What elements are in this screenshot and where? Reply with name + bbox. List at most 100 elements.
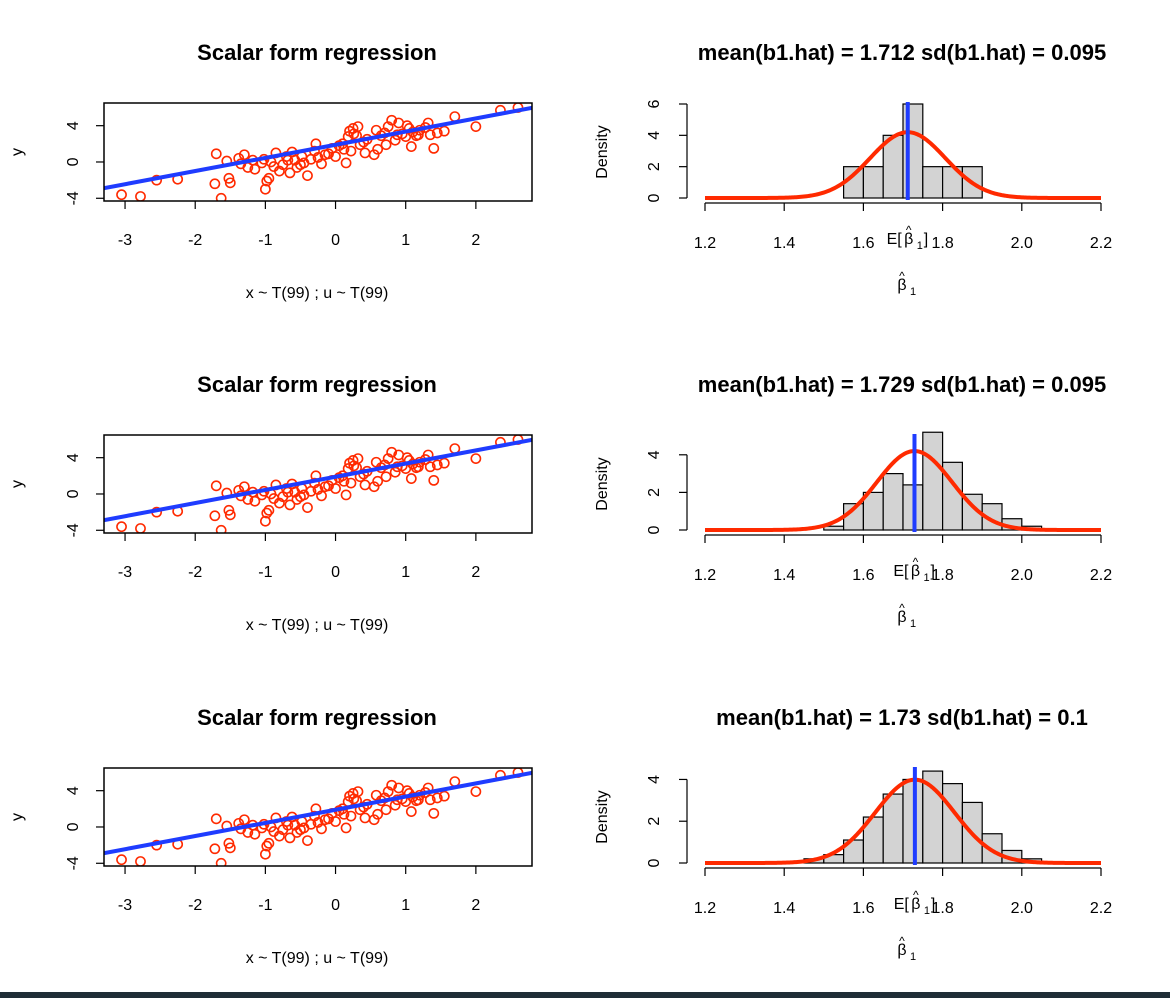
x-tick-label: 0 xyxy=(331,564,340,581)
data-point xyxy=(116,854,127,866)
data-point xyxy=(386,114,398,126)
x-axis: -3 -2 -1 0 1 2 xyxy=(118,533,480,581)
x-tick-label: 1.2 xyxy=(694,235,716,252)
data-point xyxy=(438,790,450,802)
density-curve xyxy=(705,130,1101,200)
x-tick-label: -3 xyxy=(118,897,132,914)
data-point xyxy=(302,170,313,181)
y-tick-label: 0 xyxy=(646,858,663,867)
x-tick-label: -2 xyxy=(188,897,202,914)
hat-symbol: ^ xyxy=(899,601,905,615)
y-tick-label: 4 xyxy=(646,450,663,459)
data-point xyxy=(424,794,436,806)
data-point xyxy=(382,786,394,797)
expectation-close: ] xyxy=(930,563,934,580)
bottom-bar xyxy=(0,992,1170,998)
x-tick-label: -2 xyxy=(188,564,202,581)
data-point xyxy=(209,510,221,522)
scatter-panel-1: Scalar form regression -3 -2 -1 0 1 2 -4 0 4 x ~ T… xyxy=(9,40,533,302)
x-tick-label: 2.2 xyxy=(1090,567,1112,584)
plot-frame xyxy=(103,767,533,867)
expectation-open: E[ xyxy=(887,231,903,248)
x-tick-label: -3 xyxy=(118,232,132,249)
data-point xyxy=(274,830,285,842)
data-point xyxy=(370,124,382,136)
data-point xyxy=(389,134,401,146)
plot-frame xyxy=(103,102,533,202)
data-point xyxy=(249,828,261,840)
beta-symbol: β xyxy=(897,942,906,959)
y-axis-label: Density xyxy=(594,125,611,178)
beta-hat-symbol: β^ 1 xyxy=(904,223,923,252)
subscript-one: 1 xyxy=(910,618,916,630)
x-axis-label: β^ 1 xyxy=(897,601,916,630)
scatter-title: Scalar form regression xyxy=(197,705,437,730)
y-tick-label: 2 xyxy=(646,488,663,497)
y-tick-label: 4 xyxy=(646,131,663,140)
data-point xyxy=(223,837,235,849)
data-point xyxy=(370,789,382,801)
data-point xyxy=(345,810,357,822)
data-point xyxy=(330,151,341,162)
mean-marker-label: E[β^ 1] xyxy=(887,223,929,252)
plot-frame xyxy=(103,434,533,534)
data-point xyxy=(340,489,352,501)
y-tick-label: 0 xyxy=(646,193,663,202)
data-point xyxy=(370,456,382,468)
data-point xyxy=(116,521,127,533)
data-point xyxy=(238,149,250,161)
data-point xyxy=(135,856,146,866)
data-point xyxy=(372,808,384,820)
beta-symbol: β xyxy=(911,896,920,913)
y-tick-label: 0 xyxy=(646,525,663,534)
data-point xyxy=(261,175,273,187)
data-point xyxy=(323,148,334,160)
data-point xyxy=(210,148,222,160)
data-point xyxy=(470,453,482,464)
y-tick-label: 2 xyxy=(646,817,663,826)
data-point xyxy=(210,813,222,825)
regression-line xyxy=(104,437,532,523)
x-tick-label: 1.8 xyxy=(931,900,953,917)
data-point xyxy=(386,446,398,458)
data-point xyxy=(238,481,250,493)
y-tick-label: 4 xyxy=(65,453,82,462)
x-tick-label: -1 xyxy=(258,897,272,914)
data-point xyxy=(316,823,327,835)
y-axis: -4 0 4 xyxy=(65,453,104,537)
data-point xyxy=(249,163,261,175)
data-point xyxy=(312,152,324,163)
data-point xyxy=(261,507,273,519)
histogram-bar xyxy=(922,166,944,199)
data-point xyxy=(274,165,285,177)
x-tick-label: 1.6 xyxy=(852,567,874,584)
y-axis-label: y xyxy=(9,480,26,488)
data-point xyxy=(284,167,296,179)
y-tick-label: 0 xyxy=(65,489,82,498)
subscript-one: 1 xyxy=(910,951,916,963)
scatter-points xyxy=(116,435,524,533)
x-axis-label: x ~ T(99) ; u ~ T(99) xyxy=(246,617,389,634)
y-axis: 0 2 4 xyxy=(646,775,688,867)
expectation-close: ] xyxy=(924,231,928,248)
mean-marker-label: E[β^ 1] xyxy=(893,555,935,584)
data-point xyxy=(359,479,371,491)
data-point xyxy=(470,121,482,132)
data-point xyxy=(316,158,327,170)
x-axis: -3 -2 -1 0 1 2 xyxy=(118,201,480,249)
y-axis-label: y xyxy=(9,813,26,821)
y-tick-label: 4 xyxy=(65,786,82,795)
data-point xyxy=(215,524,227,533)
x-tick-label: 2.0 xyxy=(1011,235,1033,252)
x-axis-label: β^ 1 xyxy=(897,934,916,963)
data-point xyxy=(209,178,221,190)
scatter-points xyxy=(116,103,524,201)
x-tick-label: -3 xyxy=(118,564,132,581)
data-point xyxy=(372,143,384,155)
y-tick-label: 4 xyxy=(65,121,82,130)
x-axis: -3 -2 -1 0 1 2 xyxy=(118,866,480,914)
y-tick-label: -4 xyxy=(65,523,82,537)
data-point xyxy=(382,453,394,464)
x-tick-label: 1.4 xyxy=(773,235,795,252)
data-point xyxy=(263,837,275,849)
